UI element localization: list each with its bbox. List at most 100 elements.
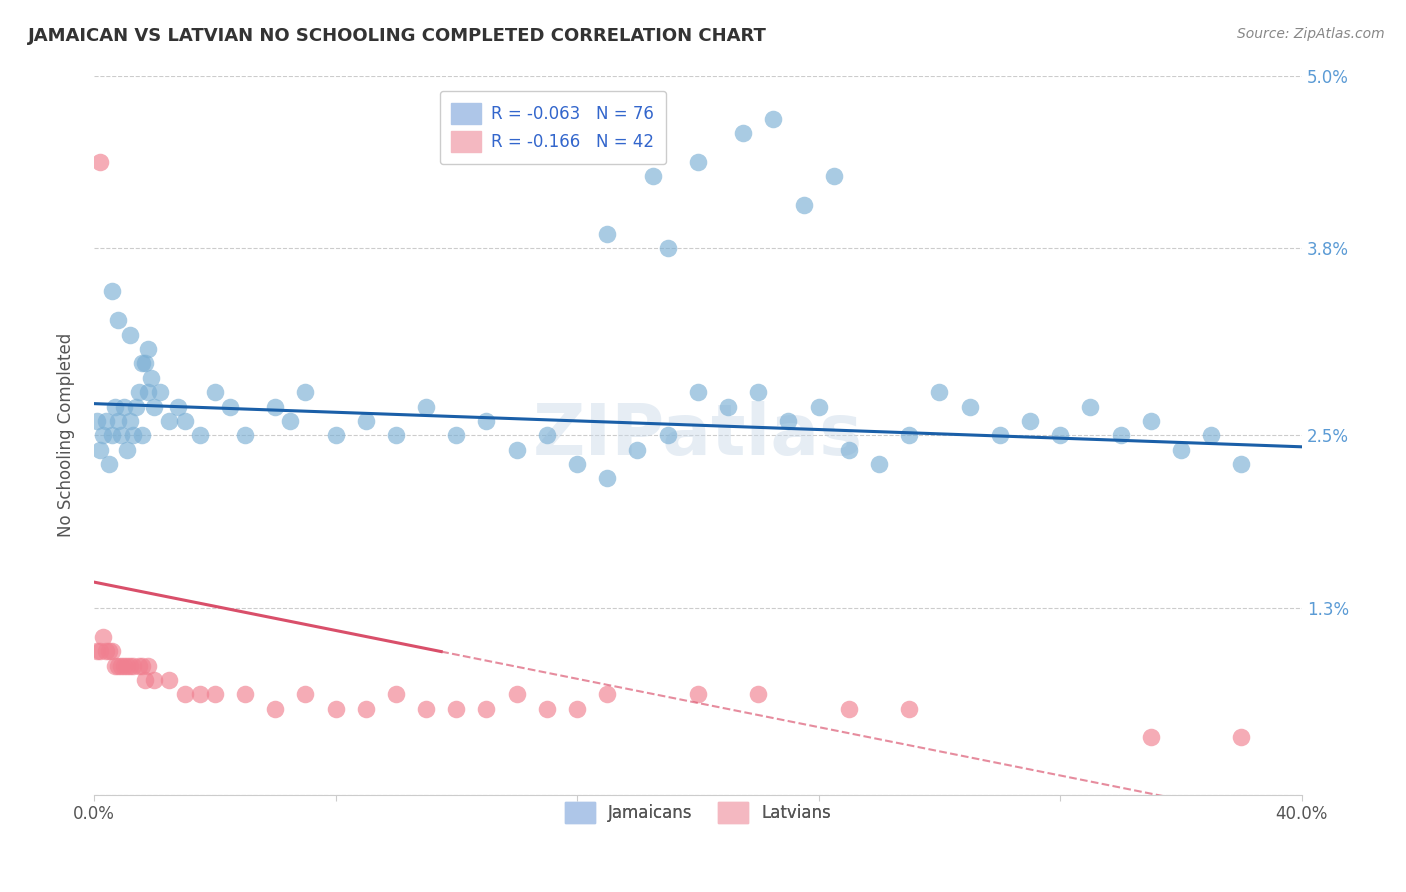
- Point: [204, 687, 226, 701]
- Point: [1230, 731, 1253, 745]
- Point: [294, 385, 316, 400]
- Point: [104, 658, 127, 673]
- Point: [1140, 414, 1163, 428]
- Point: [122, 428, 145, 442]
- Text: ZIPatlas: ZIPatlas: [533, 401, 863, 470]
- Point: [294, 687, 316, 701]
- Point: [415, 400, 437, 414]
- Point: [264, 702, 287, 716]
- Point: [115, 658, 138, 673]
- Point: [596, 471, 619, 485]
- Point: [131, 428, 153, 442]
- Point: [354, 702, 377, 716]
- Point: [686, 385, 709, 400]
- Point: [94, 414, 117, 428]
- Point: [928, 385, 950, 400]
- Point: [1170, 442, 1192, 457]
- Point: [112, 658, 135, 673]
- Point: [107, 313, 129, 327]
- Point: [565, 702, 588, 716]
- Point: [1019, 414, 1042, 428]
- Point: [325, 428, 347, 442]
- Point: [686, 154, 709, 169]
- Point: [233, 687, 256, 701]
- Point: [128, 385, 150, 400]
- Point: [143, 400, 166, 414]
- Point: [1230, 457, 1253, 471]
- Point: [159, 673, 181, 687]
- Point: [101, 644, 124, 658]
- Y-axis label: No Schooling Completed: No Schooling Completed: [58, 334, 75, 537]
- Point: [446, 702, 468, 716]
- Point: [136, 385, 159, 400]
- Point: [141, 370, 163, 384]
- Point: [415, 702, 437, 716]
- Point: [747, 687, 769, 701]
- Point: [505, 687, 527, 701]
- Point: [131, 658, 153, 673]
- Point: [657, 241, 679, 255]
- Point: [898, 702, 921, 716]
- Point: [98, 457, 121, 471]
- Point: [120, 414, 142, 428]
- Point: [115, 442, 138, 457]
- Legend: Jamaicans, Latvians: Jamaicans, Latvians: [558, 795, 838, 830]
- Point: [354, 414, 377, 428]
- Point: [104, 400, 127, 414]
- Point: [233, 428, 256, 442]
- Point: [778, 414, 800, 428]
- Point: [823, 169, 845, 184]
- Point: [1140, 731, 1163, 745]
- Point: [125, 400, 148, 414]
- Point: [89, 442, 111, 457]
- Point: [536, 702, 558, 716]
- Point: [626, 442, 648, 457]
- Point: [204, 385, 226, 400]
- Point: [793, 198, 815, 212]
- Point: [596, 687, 619, 701]
- Point: [446, 428, 468, 442]
- Point: [91, 630, 114, 644]
- Point: [134, 673, 156, 687]
- Point: [596, 227, 619, 241]
- Point: [120, 327, 142, 342]
- Point: [98, 644, 121, 658]
- Point: [128, 658, 150, 673]
- Point: [959, 400, 981, 414]
- Point: [112, 400, 135, 414]
- Point: [86, 414, 108, 428]
- Point: [1080, 400, 1102, 414]
- Point: [120, 658, 142, 673]
- Point: [101, 428, 124, 442]
- Point: [218, 400, 240, 414]
- Point: [89, 154, 111, 169]
- Point: [86, 644, 108, 658]
- Point: [838, 442, 860, 457]
- Point: [898, 428, 921, 442]
- Point: [657, 428, 679, 442]
- Point: [94, 644, 117, 658]
- Point: [1381, 313, 1403, 327]
- Point: [717, 400, 740, 414]
- Point: [173, 414, 195, 428]
- Point: [475, 702, 498, 716]
- Point: [134, 356, 156, 370]
- Point: [641, 169, 664, 184]
- Point: [762, 112, 785, 126]
- Point: [107, 658, 129, 673]
- Point: [1049, 428, 1071, 442]
- Point: [807, 400, 830, 414]
- Point: [475, 414, 498, 428]
- Point: [505, 442, 527, 457]
- Point: [278, 414, 301, 428]
- Point: [988, 428, 1011, 442]
- Point: [188, 687, 211, 701]
- Point: [385, 428, 408, 442]
- Text: JAMAICAN VS LATVIAN NO SCHOOLING COMPLETED CORRELATION CHART: JAMAICAN VS LATVIAN NO SCHOOLING COMPLET…: [28, 27, 768, 45]
- Point: [149, 385, 172, 400]
- Text: Source: ZipAtlas.com: Source: ZipAtlas.com: [1237, 27, 1385, 41]
- Point: [747, 385, 769, 400]
- Point: [159, 414, 181, 428]
- Point: [167, 400, 190, 414]
- Point: [1199, 428, 1222, 442]
